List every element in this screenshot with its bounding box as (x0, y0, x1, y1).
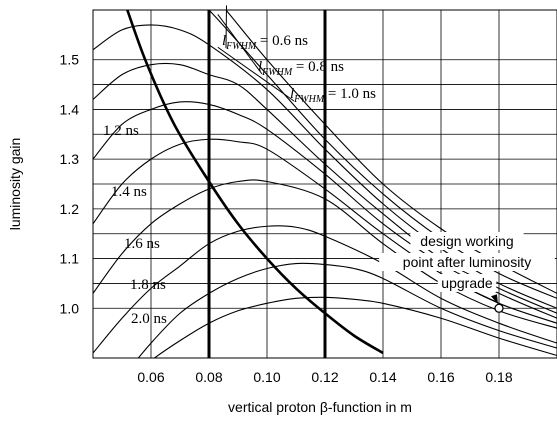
label-pointer (225, 5, 227, 49)
label-variable: l (290, 86, 294, 102)
curve-label: 1.2 ns (103, 123, 139, 139)
label-subscript: FWHM (293, 94, 325, 105)
x-tick-labels: 0.06 0.08 0.10 0.12 0.14 0.16 0.18 (137, 369, 512, 385)
curve-label: lFWHM = 0.8 ns (258, 59, 344, 78)
x-tick-label: 0.10 (253, 369, 280, 385)
series-curve (93, 225, 557, 354)
y-tick-label: 1.1 (60, 251, 80, 267)
x-tick-label: 0.06 (137, 369, 164, 385)
y-tick-label: 1.3 (60, 151, 80, 167)
design-point-label-line-2: point after luminosity (403, 254, 531, 270)
design-point-pointer (474, 291, 498, 303)
optimum-curve (125, 10, 384, 355)
x-tick-label: 0.16 (427, 369, 454, 385)
label-value: = 0.8 ns (292, 59, 344, 75)
label-subscript: FWHM (261, 67, 293, 78)
curve-label: 1.6 ns (124, 236, 160, 252)
x-tick-label: 0.18 (485, 369, 512, 385)
x-tick-label: 0.08 (195, 369, 222, 385)
series-curve (137, 262, 557, 358)
plot-frame (92, 9, 557, 359)
x-tick-label: 0.14 (369, 369, 396, 385)
y-tick-label: 1.0 (60, 300, 80, 316)
design-point: design working point after luminosity upgr… (379, 232, 555, 313)
label-pointer (217, 14, 263, 75)
design-point-label-line-1: design working (420, 233, 513, 249)
curve-label: 1.8 ns (130, 277, 166, 293)
y-tick-labels: 1.0 1.1 1.2 1.3 1.4 1.5 (60, 52, 80, 317)
label-pointer (217, 46, 295, 102)
series-curve (153, 296, 557, 358)
x-axis-label: vertical proton β-function in m (228, 399, 412, 415)
label-value: = 0.6 ns (256, 33, 308, 49)
x-tick-label: 0.12 (311, 369, 338, 385)
label-variable: l (222, 33, 226, 49)
design-point-arrowhead (491, 294, 498, 305)
y-tick-label: 1.4 (60, 101, 80, 117)
label-backdrop (379, 253, 555, 271)
y-axis-label: luminosity gain (7, 138, 23, 231)
design-point-label-line-3: upgrade (441, 275, 493, 291)
y-tick-label: 1.5 (60, 52, 80, 68)
label-backdrop (437, 274, 497, 292)
vertical-markers (207, 10, 327, 358)
curve-label: 2.0 ns (131, 311, 167, 327)
curve-label: lFWHM = 1.0 ns (290, 86, 376, 105)
label-value: = 1.0 ns (324, 86, 376, 102)
y-tick-label: 1.2 (60, 201, 80, 217)
label-variable: l (258, 59, 262, 75)
label-backdrop (410, 232, 524, 250)
design-point-marker (494, 303, 504, 313)
curve-label: 1.4 ns (111, 184, 147, 200)
